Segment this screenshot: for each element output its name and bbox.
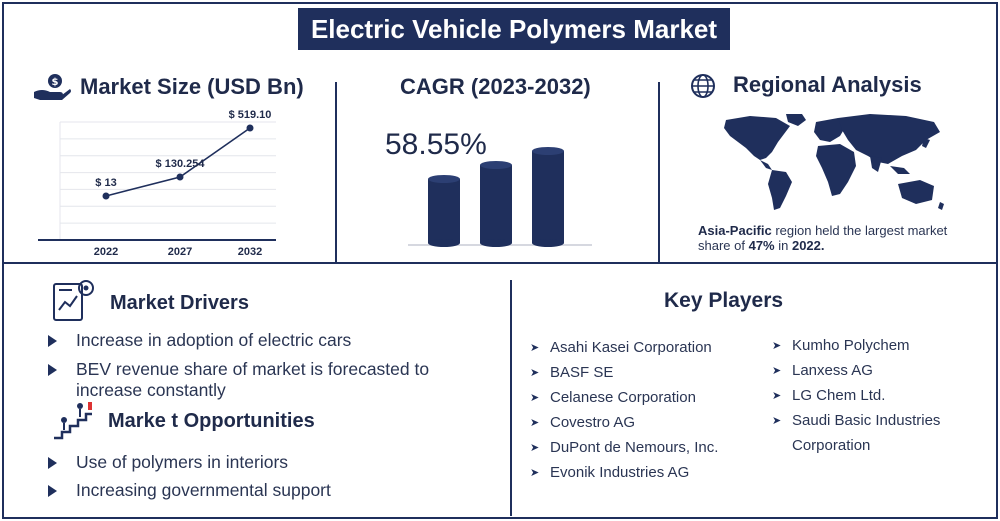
key-player-item: Evonik Industries AG bbox=[530, 460, 760, 485]
opportunities-heading: Marke t Opportunities bbox=[108, 410, 315, 432]
region-year: 2022. bbox=[791, 238, 825, 253]
list-item: Increase in adoption of electric cars bbox=[46, 330, 496, 351]
key-player-item: Kumho Polychem bbox=[772, 333, 972, 358]
cagr-bar bbox=[480, 161, 512, 247]
region-share: 47% bbox=[748, 238, 775, 253]
key-player-item: BASF SE bbox=[530, 360, 760, 385]
regional-heading: Regional Analysis bbox=[733, 72, 922, 97]
cagr-bar-chart bbox=[408, 147, 592, 247]
data-point bbox=[176, 173, 184, 181]
key-player-item: DuPont de Nemours, Inc. bbox=[530, 435, 760, 460]
market-size-heading: Market Size (USD Bn) bbox=[80, 74, 304, 99]
key-player-item: Saudi Basic Industries Corporation bbox=[772, 408, 972, 458]
divider-bottom bbox=[510, 280, 512, 516]
money-hand-icon: $ bbox=[34, 74, 71, 100]
drivers-report-gear-icon bbox=[53, 280, 94, 321]
key-player-item: LG Chem Ltd. bbox=[772, 383, 972, 408]
x-tick-label: 2027 bbox=[168, 246, 192, 258]
opportunities-list: Use of polymers in interiors Increasing … bbox=[46, 452, 496, 501]
region-text-1: region held the largest market share of bbox=[698, 223, 948, 253]
market-size-line-chart: $ 13 2022 $ 130.254 2027 $ 519.10 2032 bbox=[38, 109, 276, 258]
key-players-heading: Key Players bbox=[664, 289, 784, 312]
cagr-bar bbox=[532, 147, 564, 247]
data-label: $ 13 bbox=[95, 177, 116, 189]
list-item: Use of polymers in interiors bbox=[46, 452, 496, 473]
x-tick-label: 2022 bbox=[94, 246, 118, 258]
globe-icon bbox=[691, 74, 715, 98]
x-tick-label: 2032 bbox=[238, 246, 262, 258]
list-item: BEV revenue share of market is forecaste… bbox=[46, 359, 496, 401]
key-players-column-2: Kumho PolychemLanxess AGLG Chem Ltd.Saud… bbox=[772, 333, 972, 458]
data-point bbox=[102, 192, 110, 200]
key-player-item: Lanxess AG bbox=[772, 358, 972, 383]
cagr-bar bbox=[428, 175, 460, 247]
key-player-item: Covestro AG bbox=[530, 410, 760, 435]
cagr-heading: CAGR (2023-2032) bbox=[400, 74, 591, 99]
page-title: Electric Vehicle Polymers Market bbox=[298, 8, 730, 50]
data-label: $ 519.10 bbox=[229, 109, 272, 121]
world-map bbox=[724, 114, 944, 210]
cagr-value: 58.55% bbox=[385, 128, 487, 161]
region-text-2: in bbox=[774, 238, 792, 253]
data-label: $ 130.254 bbox=[156, 158, 206, 170]
horizontal-divider bbox=[2, 262, 998, 264]
stairs-people-icon bbox=[54, 402, 92, 440]
drivers-heading: Market Drivers bbox=[110, 292, 249, 314]
data-point bbox=[246, 124, 254, 132]
divider-top-left bbox=[335, 82, 337, 262]
divider-top-right bbox=[658, 82, 660, 262]
key-player-item: Celanese Corporation bbox=[530, 385, 760, 410]
regional-summary: Asia-Pacific region held the largest mar… bbox=[698, 223, 958, 253]
key-player-item: Asahi Kasei Corporation bbox=[530, 335, 760, 360]
region-name: Asia-Pacific bbox=[698, 223, 772, 238]
drivers-list: Increase in adoption of electric cars BE… bbox=[46, 330, 496, 401]
svg-text:$: $ bbox=[52, 77, 59, 88]
key-players-column-1: Asahi Kasei CorporationBASF SECelanese C… bbox=[530, 335, 760, 485]
list-item: Increasing governmental support bbox=[46, 480, 496, 501]
